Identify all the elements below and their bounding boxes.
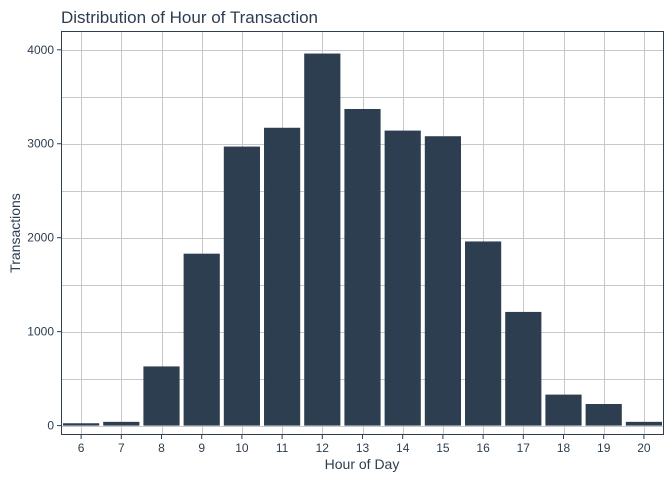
x-tick-label: 12 xyxy=(316,441,330,455)
bar-hour-7 xyxy=(103,421,140,426)
x-tick-label: 20 xyxy=(637,441,651,455)
x-tick-label: 9 xyxy=(198,441,205,455)
y-tick-label: 3000 xyxy=(27,137,54,151)
bar-hour-15 xyxy=(424,136,461,426)
x-tick-labels: 6 7 8 9 10 11 12 13 14 15 16 17 18 19 20 xyxy=(78,435,651,455)
bar-hour-10 xyxy=(223,146,260,426)
x-tick-label: 16 xyxy=(476,441,490,455)
bar-hour-13 xyxy=(344,108,381,426)
y-tick-labels: 0 1000 2000 3000 4000 xyxy=(27,43,61,433)
plot-frame xyxy=(61,31,664,435)
x-tick-label: 15 xyxy=(436,441,450,455)
x-tick-label: 8 xyxy=(158,441,165,455)
x-tick-label: 11 xyxy=(276,441,289,455)
x-tick-label: 17 xyxy=(517,441,531,455)
x-tick-label: 13 xyxy=(356,441,370,455)
bar-hour-20 xyxy=(625,421,662,426)
x-tick-label: 19 xyxy=(597,441,611,455)
chart-title: Distribution of Hour of Transaction xyxy=(61,8,318,27)
bar-hour-9 xyxy=(183,253,220,426)
bars xyxy=(63,53,662,426)
bar-hour-12 xyxy=(304,53,341,426)
bar-hour-17 xyxy=(505,311,542,426)
x-axis-title: Hour of Day xyxy=(325,456,400,472)
y-tick-label: 4000 xyxy=(27,43,54,57)
y-tick-label: 0 xyxy=(47,419,54,433)
x-tick-label: 10 xyxy=(235,441,249,455)
x-tick-label: 18 xyxy=(557,441,571,455)
bar-hour-11 xyxy=(264,127,301,426)
y-axis-title: Transactions xyxy=(7,193,23,273)
bar-hour-6 xyxy=(63,423,100,426)
bar-hour-19 xyxy=(585,403,622,426)
bar-hour-14 xyxy=(384,130,421,426)
x-tick-label: 6 xyxy=(78,441,85,455)
x-tick-label: 14 xyxy=(396,441,410,455)
bar-hour-18 xyxy=(545,394,582,426)
bar-hour-16 xyxy=(465,241,502,426)
y-tick-label: 1000 xyxy=(27,325,54,339)
bar-hour-8 xyxy=(143,366,180,426)
x-tick-label: 7 xyxy=(118,441,125,455)
y-tick-label: 2000 xyxy=(27,231,54,245)
